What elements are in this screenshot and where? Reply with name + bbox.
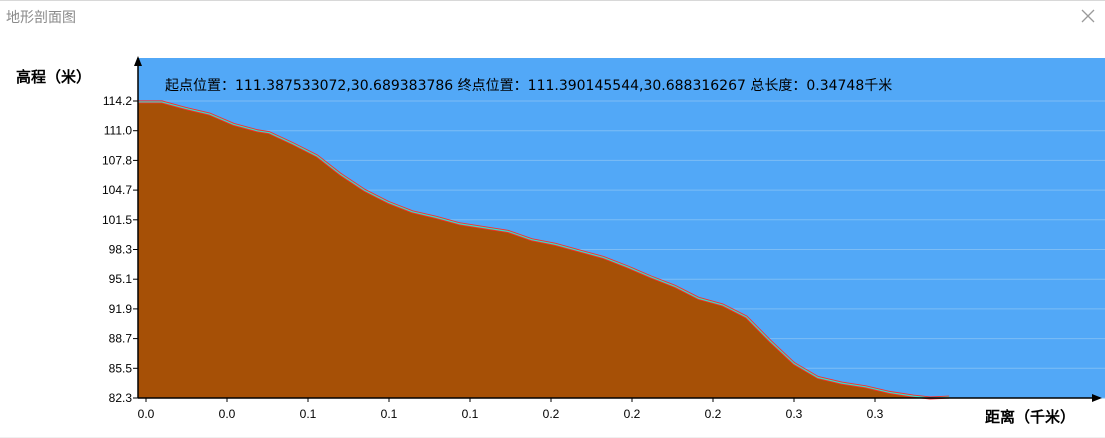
y-axis-arrow-icon [134, 56, 142, 66]
y-tick-label: 101.5 [102, 213, 132, 227]
x-tick-label: 0.3 [867, 407, 884, 421]
x-tick-label: 0.0 [219, 407, 236, 421]
y-tick-label: 95.1 [109, 272, 133, 286]
x-tick-label: 0.1 [462, 407, 479, 421]
y-tick-label: 85.5 [109, 361, 133, 375]
y-tick-label: 82.3 [109, 391, 133, 405]
x-tick-label: 0.1 [381, 407, 398, 421]
y-axis-label: 高程（米） [16, 68, 92, 86]
x-tick-label: 0.3 [786, 407, 803, 421]
y-tick-label: 104.7 [102, 183, 132, 197]
x-tick-label: 0.2 [543, 407, 560, 421]
profile-line [138, 101, 950, 399]
close-icon[interactable] [1077, 5, 1099, 27]
x-tick-label: 0.1 [300, 407, 317, 421]
x-tick-label: 0.2 [624, 407, 641, 421]
y-tick-label: 91.9 [109, 302, 133, 316]
profile-info: 起点位置：111.387533072,30.689383786 终点位置：111… [165, 78, 893, 94]
x-axis-label: 距离（千米） [985, 408, 1076, 426]
x-axis-arrow-icon [1092, 394, 1102, 402]
y-tick-label: 114.2 [103, 94, 132, 108]
y-tick-label: 98.3 [109, 243, 133, 257]
x-tick-label: 0.2 [705, 407, 722, 421]
title-bar: 地形剖面图 [0, 1, 1105, 31]
y-tick-label: 111.0 [104, 124, 133, 138]
window-title: 地形剖面图 [6, 10, 76, 26]
y-tick-label: 88.7 [109, 332, 133, 346]
y-tick-label: 107.8 [102, 153, 132, 167]
x-tick-label: 0.0 [138, 407, 155, 421]
